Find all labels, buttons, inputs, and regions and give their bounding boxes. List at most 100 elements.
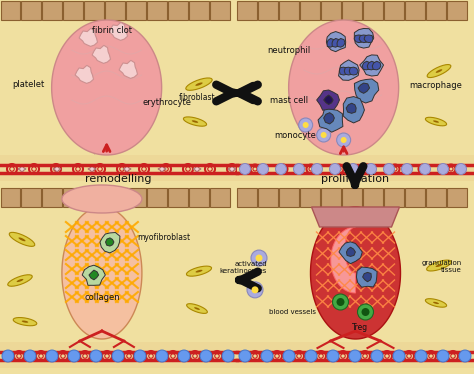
FancyBboxPatch shape — [343, 0, 363, 19]
Text: macrophage: macrophage — [409, 80, 462, 89]
Polygon shape — [339, 67, 348, 75]
FancyBboxPatch shape — [280, 0, 300, 19]
FancyBboxPatch shape — [321, 187, 341, 206]
FancyBboxPatch shape — [447, 0, 467, 19]
Text: erythrocyte: erythrocyte — [142, 98, 191, 107]
Circle shape — [327, 350, 339, 362]
Polygon shape — [186, 78, 212, 91]
Polygon shape — [9, 232, 35, 246]
Text: Treg: Treg — [353, 322, 369, 331]
Ellipse shape — [433, 120, 439, 123]
Text: blood vessels: blood vessels — [269, 309, 316, 315]
Circle shape — [293, 163, 304, 175]
FancyBboxPatch shape — [427, 0, 447, 19]
FancyBboxPatch shape — [190, 0, 210, 19]
FancyBboxPatch shape — [21, 187, 42, 206]
Polygon shape — [427, 65, 451, 77]
FancyBboxPatch shape — [258, 187, 279, 206]
Text: fibrin clot: fibrin clot — [91, 25, 132, 34]
Circle shape — [371, 350, 383, 362]
Circle shape — [261, 350, 273, 362]
Circle shape — [311, 163, 322, 175]
Ellipse shape — [62, 185, 142, 213]
Ellipse shape — [22, 321, 28, 323]
Circle shape — [337, 133, 351, 147]
Circle shape — [456, 163, 466, 175]
Circle shape — [275, 163, 286, 175]
Circle shape — [46, 350, 58, 362]
Polygon shape — [183, 117, 207, 126]
Circle shape — [365, 163, 376, 175]
Polygon shape — [360, 55, 383, 76]
Text: proliferation: proliferation — [321, 174, 389, 184]
Circle shape — [255, 255, 263, 261]
FancyBboxPatch shape — [334, 208, 347, 218]
Text: remodelling: remodelling — [85, 174, 151, 184]
Bar — [0, 342, 237, 368]
Text: myofibroblast: myofibroblast — [137, 233, 190, 242]
Circle shape — [305, 350, 317, 362]
Circle shape — [341, 137, 346, 143]
FancyBboxPatch shape — [364, 187, 383, 206]
FancyBboxPatch shape — [84, 187, 104, 206]
Polygon shape — [349, 67, 358, 75]
Polygon shape — [356, 267, 377, 287]
Polygon shape — [18, 165, 26, 173]
Circle shape — [112, 350, 124, 362]
Circle shape — [239, 350, 251, 362]
Polygon shape — [119, 60, 137, 79]
Polygon shape — [427, 260, 451, 271]
FancyBboxPatch shape — [64, 0, 83, 19]
Polygon shape — [123, 165, 131, 173]
Circle shape — [419, 163, 430, 175]
Text: monocyte: monocyte — [275, 131, 317, 140]
Circle shape — [332, 294, 348, 310]
FancyBboxPatch shape — [147, 187, 167, 206]
FancyBboxPatch shape — [168, 0, 189, 19]
Circle shape — [415, 350, 427, 362]
Circle shape — [437, 350, 449, 362]
FancyBboxPatch shape — [301, 187, 320, 206]
Circle shape — [459, 350, 471, 362]
Bar — [237, 342, 474, 368]
Polygon shape — [324, 95, 333, 104]
FancyBboxPatch shape — [106, 0, 126, 19]
Circle shape — [252, 286, 258, 293]
Polygon shape — [79, 28, 98, 46]
FancyBboxPatch shape — [348, 208, 361, 218]
Bar — [0, 155, 237, 181]
Polygon shape — [193, 165, 201, 173]
Polygon shape — [327, 39, 335, 47]
FancyBboxPatch shape — [320, 208, 333, 218]
Polygon shape — [331, 227, 356, 293]
Text: granulation
tissue: granulation tissue — [422, 261, 462, 273]
FancyBboxPatch shape — [280, 187, 300, 206]
FancyBboxPatch shape — [376, 208, 389, 218]
Polygon shape — [90, 144, 100, 154]
Circle shape — [222, 350, 234, 362]
FancyBboxPatch shape — [258, 0, 279, 19]
Ellipse shape — [195, 82, 203, 86]
Polygon shape — [62, 207, 142, 339]
Bar — [0, 0, 237, 187]
Circle shape — [329, 163, 340, 175]
Text: neutrophil: neutrophil — [267, 46, 310, 55]
Polygon shape — [228, 165, 236, 173]
Polygon shape — [327, 31, 346, 52]
Polygon shape — [8, 275, 32, 286]
Polygon shape — [358, 83, 370, 94]
Circle shape — [349, 350, 361, 362]
FancyBboxPatch shape — [0, 187, 20, 206]
Circle shape — [347, 163, 358, 175]
Circle shape — [2, 350, 14, 362]
FancyBboxPatch shape — [43, 187, 63, 206]
Text: mast cell: mast cell — [270, 95, 308, 104]
FancyBboxPatch shape — [237, 187, 257, 206]
Polygon shape — [109, 144, 119, 154]
Polygon shape — [364, 35, 373, 43]
Polygon shape — [425, 117, 447, 126]
Ellipse shape — [192, 120, 198, 123]
FancyBboxPatch shape — [127, 0, 146, 19]
Polygon shape — [75, 65, 93, 83]
Bar — [0, 187, 237, 374]
